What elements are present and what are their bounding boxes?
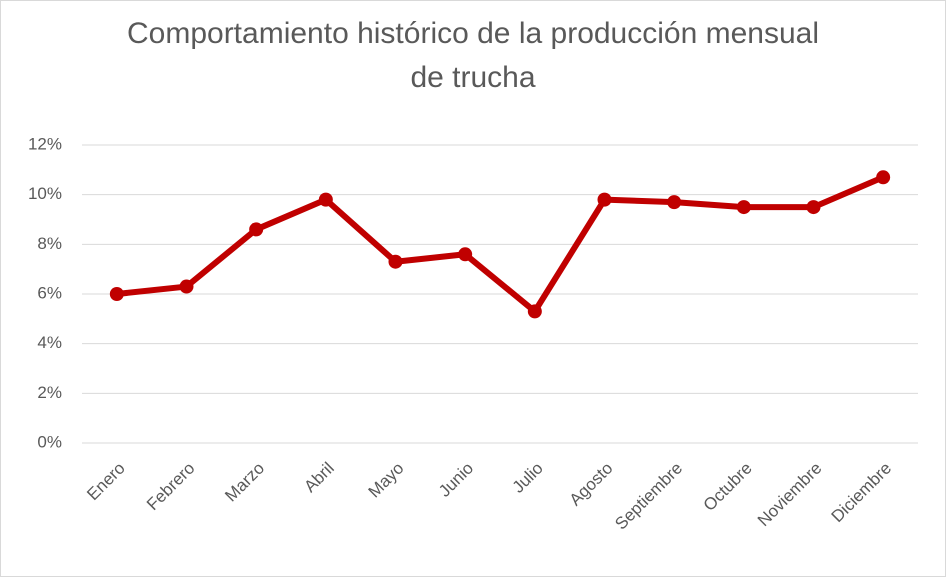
x-tick-label: Junio — [435, 459, 477, 501]
y-tick-label: 4% — [37, 333, 62, 352]
x-tick-label: Septiembre — [611, 459, 686, 534]
data-point — [318, 192, 333, 207]
data-point — [249, 222, 264, 237]
x-tick-label: Noviembre — [754, 459, 826, 531]
y-tick-label: 2% — [37, 383, 62, 402]
x-tick-label: Octubre — [700, 459, 756, 515]
data-point — [388, 254, 403, 269]
data-point — [109, 287, 124, 301]
y-tick-label: 0% — [37, 432, 62, 451]
x-tick-label: Abril — [300, 459, 337, 496]
data-point — [179, 279, 194, 294]
chart-title: Comportamiento histórico de la producció… — [126, 17, 820, 94]
y-tick-label: 8% — [37, 234, 62, 253]
data-point — [667, 195, 682, 210]
y-tick-label: 10% — [28, 184, 62, 203]
data-point — [597, 192, 612, 207]
data-point — [527, 304, 542, 319]
x-tick-label: Febrero — [143, 459, 199, 515]
series-line — [116, 174, 885, 315]
y-tick-label: 12% — [28, 134, 62, 153]
y-tick-label: 6% — [37, 283, 62, 302]
x-tick-label: Julio — [509, 459, 547, 497]
x-tick-label: Marzo — [221, 459, 268, 506]
data-point — [458, 247, 473, 262]
data-point — [736, 200, 751, 215]
data-point — [806, 200, 821, 215]
x-tick-label: Agosto — [566, 459, 617, 510]
x-tick-label: Enero — [83, 459, 129, 505]
data-point — [876, 170, 891, 185]
x-tick-label: Mayo — [365, 459, 408, 502]
x-tick-label: Diciembre — [828, 459, 896, 527]
